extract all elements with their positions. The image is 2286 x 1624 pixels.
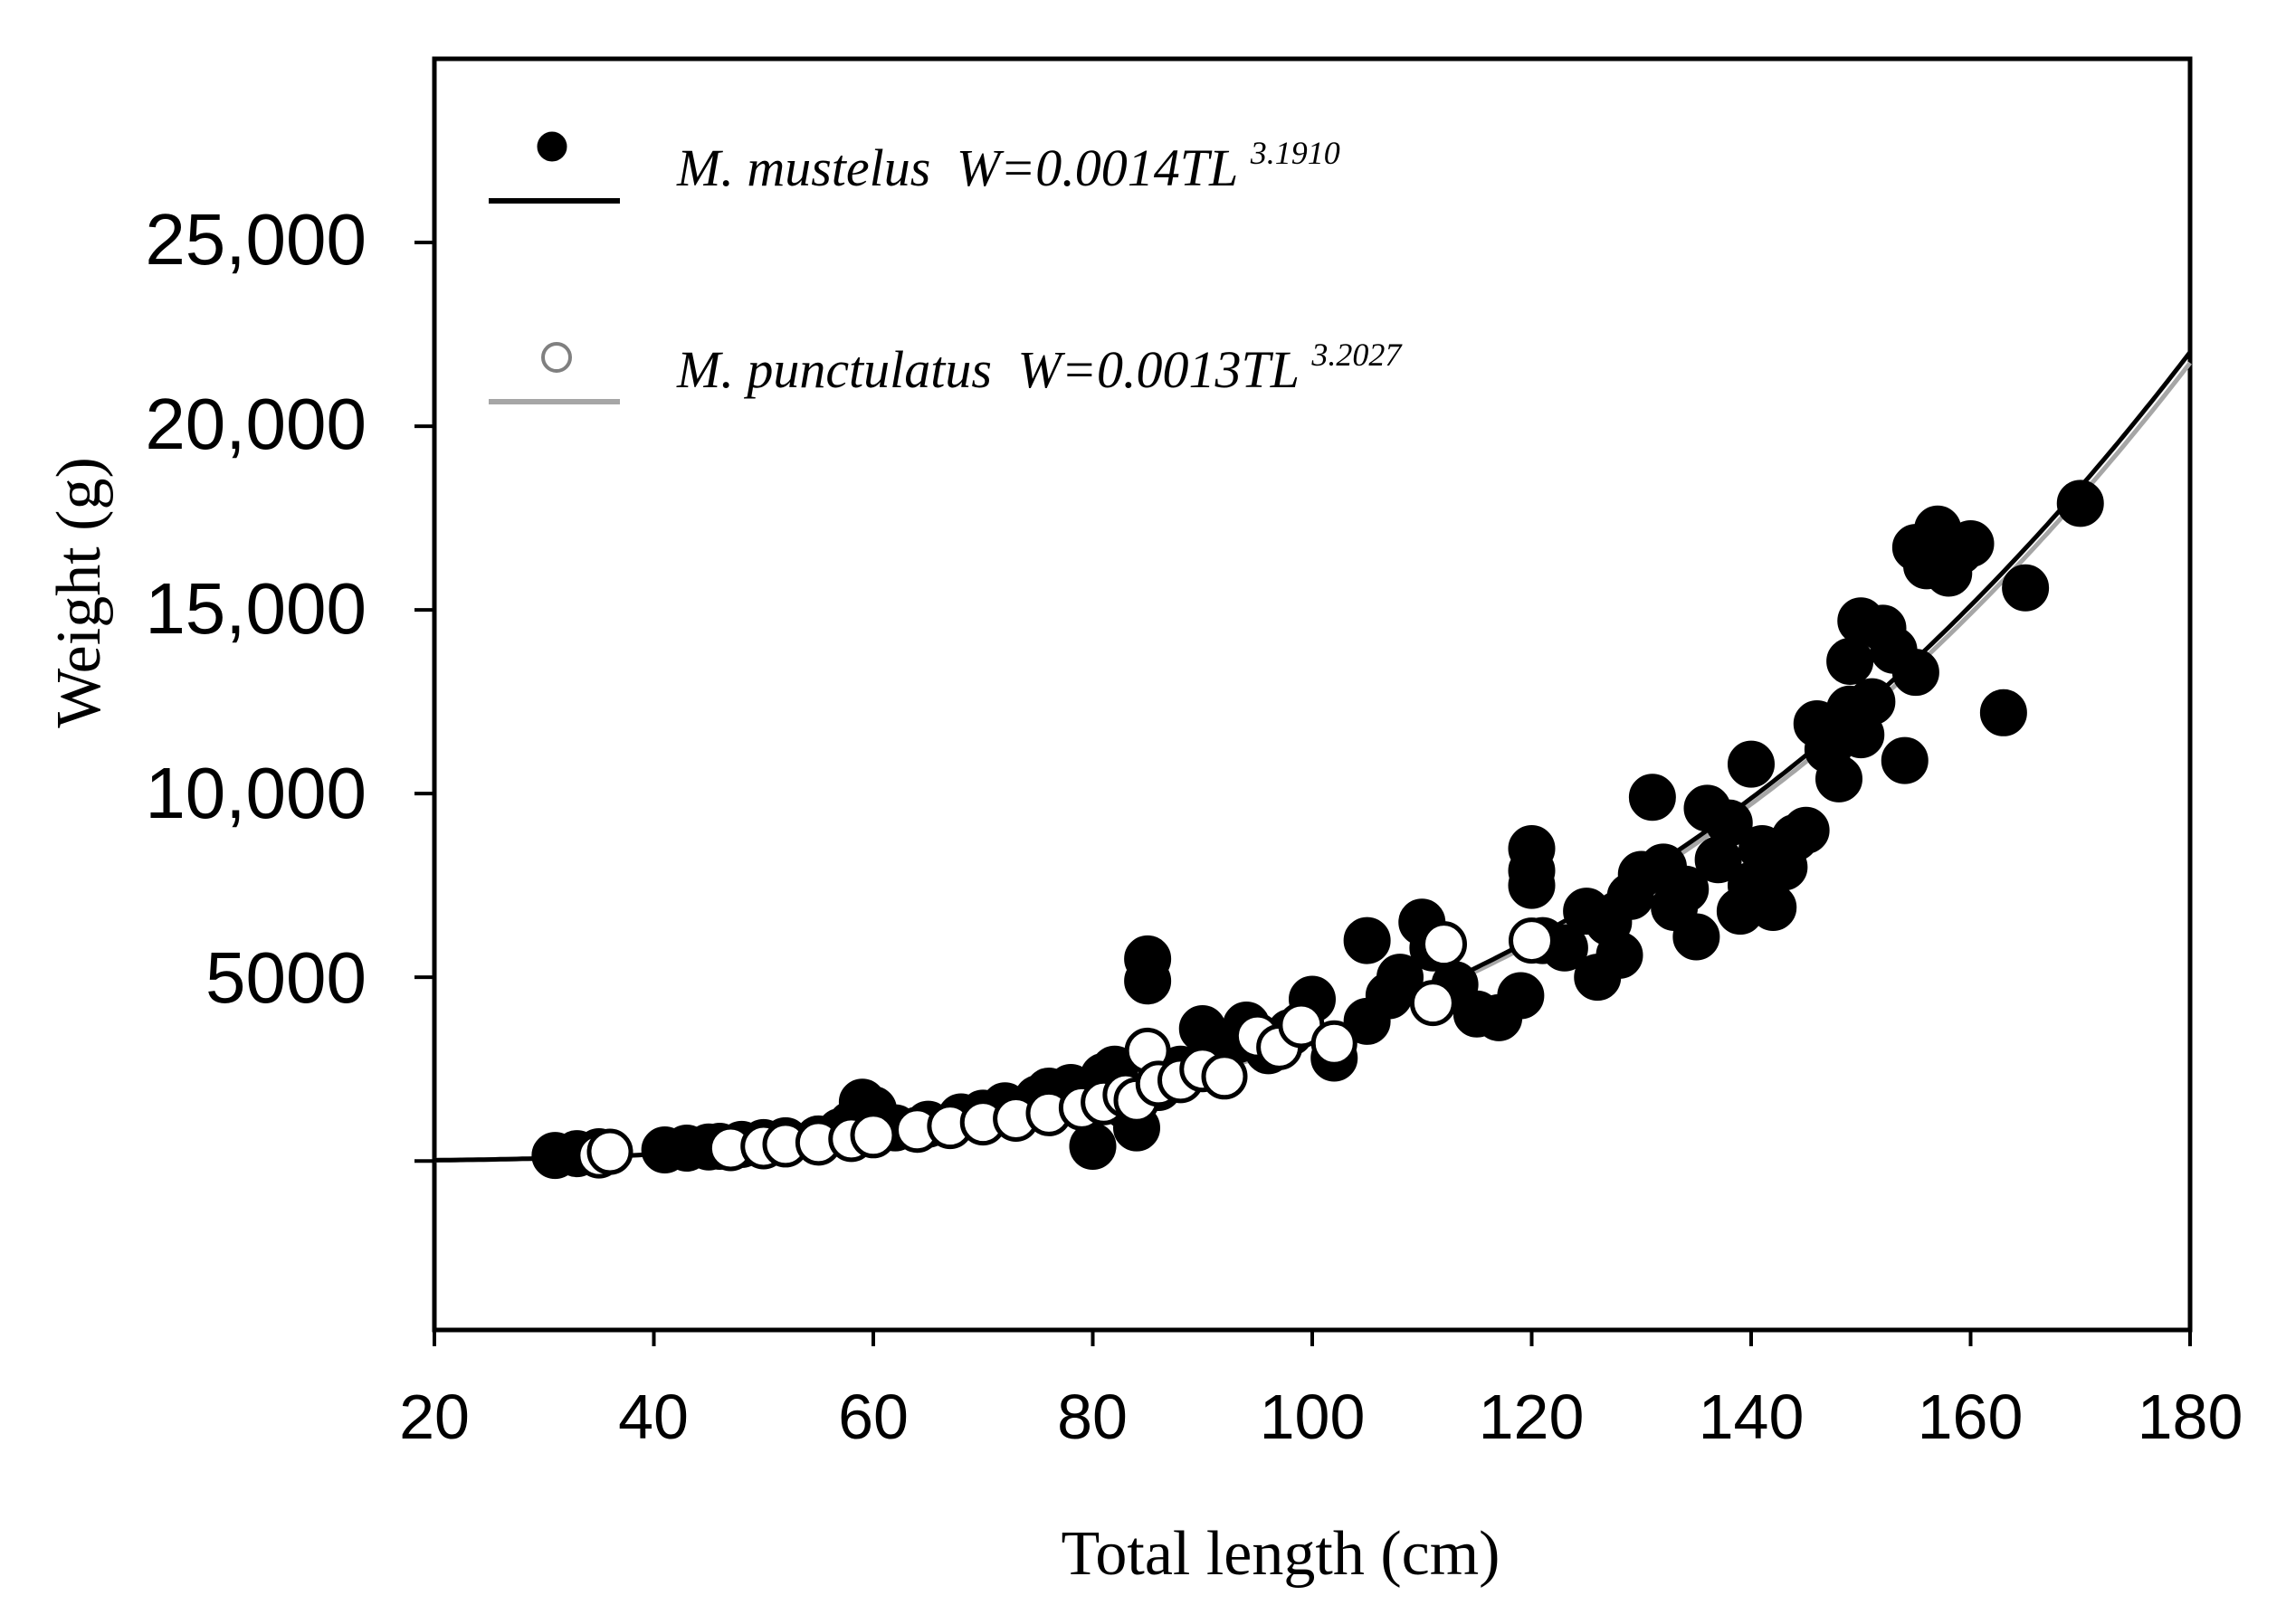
point-mustelus-29 [1124,957,1172,1005]
point-punctulatus-27 [1421,921,1467,968]
y-tick-label-15000: 15,000 [145,568,367,649]
point-mustelus-64 [1672,913,1720,961]
axis-ticks [414,241,2192,1346]
point-mustelus-40 [1343,916,1391,964]
legend-species-mustelus: M. mustelus [676,138,930,197]
point-punctulatus-21 [1201,1053,1248,1100]
y-tick-label-20000: 20,000 [145,384,367,464]
point-mustelus-86 [1881,736,1929,784]
point-mustelus-63 [1662,865,1710,913]
legend-label-mustelus: M. mustelus W=0.0014TL 3.1910 [676,135,1340,197]
legend-equation-punctulatus: W=0.0013TL [1017,340,1298,399]
points-mustelus [531,480,2104,1180]
point-mustelus-23 [1069,1122,1117,1170]
point-punctulatus-28 [1509,917,1555,964]
point-mustelus-67 [1705,799,1753,847]
x-tick-label-140: 140 [1699,1382,1805,1452]
legend-equation-mustelus: W=0.0014TL [957,138,1237,197]
x-tick-label-160: 160 [1918,1382,2024,1452]
point-punctulatus-7 [850,1112,897,1159]
y-tick-label-25000: 25,000 [145,199,367,280]
y-tick-label-5000: 5000 [205,937,367,1018]
point-mustelus-83 [1848,678,1896,726]
y-tick-label-10000: 10,000 [145,753,367,833]
points-punctulatus [576,917,1555,1179]
point-mustelus-96 [2056,480,2104,527]
point-mustelus-75 [1782,806,1830,854]
point-mustelus-80 [1826,637,1874,685]
point-punctulatus-26 [1409,980,1456,1027]
point-mustelus-60 [1628,774,1676,821]
legend-exponent-punctulatus: 3.2027 [1310,337,1403,373]
x-axis-title: Total length (cm) [1062,1519,1500,1589]
legend-marker-punctulatus [541,342,572,373]
x-tick-label-60: 60 [838,1382,909,1452]
point-mustelus-69 [1728,740,1775,788]
x-tick-label-100: 100 [1260,1382,1366,1452]
point-mustelus-42 [1376,954,1424,1002]
point-mustelus-51 [1508,861,1556,909]
point-mustelus-72 [1749,884,1797,932]
legend-exponent-mustelus: 3.1910 [1250,135,1340,171]
point-mustelus-48 [1497,972,1545,1020]
x-tick-label-40: 40 [618,1382,689,1452]
legend-species-punctulatus: M. punctulatus [676,340,992,399]
x-tick-label-20: 20 [399,1382,470,1452]
y-tick-labels: 5000 10,000 15,000 20,000 25,000 [145,199,367,1018]
point-mustelus-94 [1979,689,2027,736]
legend-marker-mustelus [537,131,567,162]
point-mustelus-57 [1595,931,1643,979]
legend-label-punctulatus: M. punctulatus W=0.0013TL 3.2027 [676,337,1403,399]
x-tick-label-180: 180 [2138,1382,2243,1452]
point-punctulatus-1 [586,1128,633,1175]
point-mustelus-78 [1815,755,1862,803]
point-punctulatus-25 [1310,1020,1357,1067]
y-axis-title: Weight (g) [44,457,114,728]
point-mustelus-87 [1891,649,1939,697]
legend: M. mustelus W=0.0014TL 3.1910 M. punctul… [489,131,1403,404]
x-tick-label-120: 120 [1479,1382,1585,1452]
point-mustelus-95 [2002,564,2050,612]
x-tick-labels: 20 40 60 80 100 120 140 160 180 [399,1382,2243,1452]
x-tick-label-80: 80 [1057,1382,1128,1452]
point-mustelus-93 [1947,520,1995,568]
